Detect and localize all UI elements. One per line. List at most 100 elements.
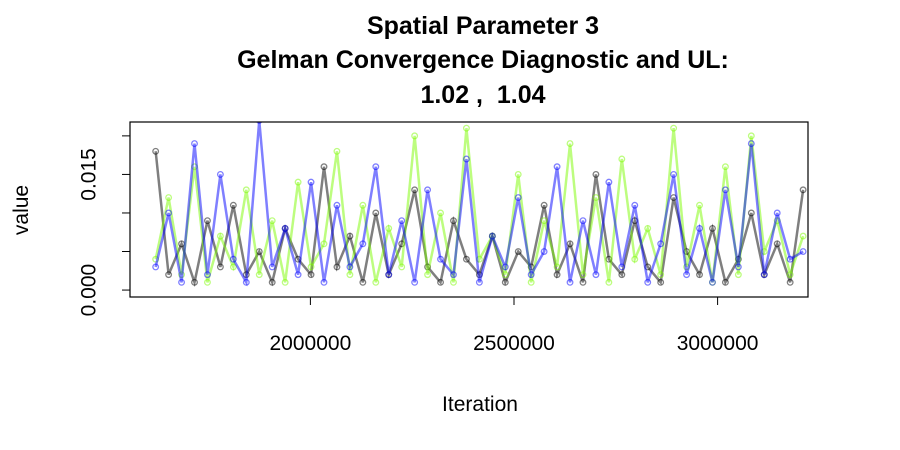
series-point [514, 248, 522, 255]
series-point [579, 271, 587, 279]
series-point [747, 132, 755, 140]
series-point [592, 271, 600, 279]
series-line [154, 128, 805, 283]
series-point [644, 278, 652, 286]
series-point [709, 278, 716, 286]
x-tick-label: 3000000 [677, 332, 759, 355]
series-point [411, 186, 419, 194]
series-point [333, 263, 341, 271]
series-point [592, 170, 600, 178]
series-point [631, 255, 639, 263]
series-point [385, 224, 393, 232]
series-point [268, 217, 276, 225]
series-point [437, 278, 444, 286]
series-point [281, 224, 289, 232]
series-point [268, 263, 276, 271]
series-point [657, 271, 665, 279]
series-point [462, 255, 470, 263]
series-point [424, 271, 432, 279]
chart-title: Spatial Parameter 3 [367, 12, 599, 40]
series-point [346, 271, 354, 279]
series-point [683, 271, 691, 279]
series-point [696, 271, 703, 279]
series-point [165, 194, 173, 202]
series-point [799, 248, 807, 255]
y-tick-label: 0.015 [78, 148, 101, 201]
series-point [450, 217, 457, 225]
series-point [657, 240, 665, 248]
series-point [398, 263, 406, 271]
series-point [696, 201, 703, 209]
y-axis-label: value [10, 185, 33, 235]
series-point [229, 255, 237, 263]
series-point [320, 163, 328, 171]
series-point [178, 278, 186, 286]
series-point [760, 271, 768, 279]
series-point [411, 132, 419, 140]
series-point [424, 186, 432, 194]
series-point [605, 178, 613, 186]
series-point [670, 170, 678, 178]
series-point [359, 240, 367, 248]
series-point [462, 155, 470, 163]
series-line [154, 122, 804, 287]
series-point [229, 263, 237, 271]
series-point [294, 271, 302, 279]
series-point [437, 255, 444, 263]
series-point [734, 263, 742, 271]
series-point [721, 186, 729, 194]
x-axis-label: Iteration [442, 393, 518, 416]
series-point [191, 140, 198, 148]
series-point [320, 240, 328, 248]
series-point [242, 278, 250, 286]
y-tick-label: 0.000 [78, 264, 101, 317]
series-point [514, 194, 522, 202]
series-point [488, 232, 496, 240]
series-point [566, 278, 574, 286]
series-point [229, 201, 237, 209]
series-point [618, 271, 626, 279]
series-point [618, 263, 626, 271]
series-point [670, 124, 678, 132]
series-point [592, 194, 600, 202]
series-point [385, 271, 393, 279]
series-point [721, 278, 729, 286]
series-point [398, 217, 406, 225]
series-point [204, 217, 211, 225]
series-point [152, 263, 160, 271]
series-point [786, 271, 794, 279]
series-point [307, 178, 315, 186]
series-point [333, 201, 341, 209]
series-point [462, 124, 470, 132]
series-point [799, 232, 807, 240]
series-point [553, 271, 561, 279]
series-point [501, 278, 509, 286]
series-point [527, 271, 535, 279]
series-point [566, 140, 574, 148]
series-point [411, 278, 419, 286]
series-point [747, 140, 755, 148]
series-point [307, 271, 315, 279]
series-point [307, 263, 315, 271]
series-point [786, 278, 794, 286]
series-point [657, 278, 665, 286]
series-point [631, 201, 639, 209]
series-point [773, 209, 781, 217]
series-point [333, 147, 341, 155]
series-point [579, 278, 587, 286]
series-point [268, 278, 276, 286]
series-point [527, 278, 535, 286]
series-point [773, 240, 781, 248]
series-point [294, 178, 302, 186]
series-point [359, 278, 367, 286]
x-tick-label: 2000000 [270, 332, 352, 355]
series-point [709, 224, 716, 232]
series-point [540, 248, 548, 255]
series-point [359, 201, 367, 209]
series-point [191, 278, 198, 286]
x-tick-label: 2500000 [473, 332, 555, 355]
series-point [618, 155, 626, 163]
plot-area [152, 122, 807, 288]
series-point [540, 217, 548, 225]
